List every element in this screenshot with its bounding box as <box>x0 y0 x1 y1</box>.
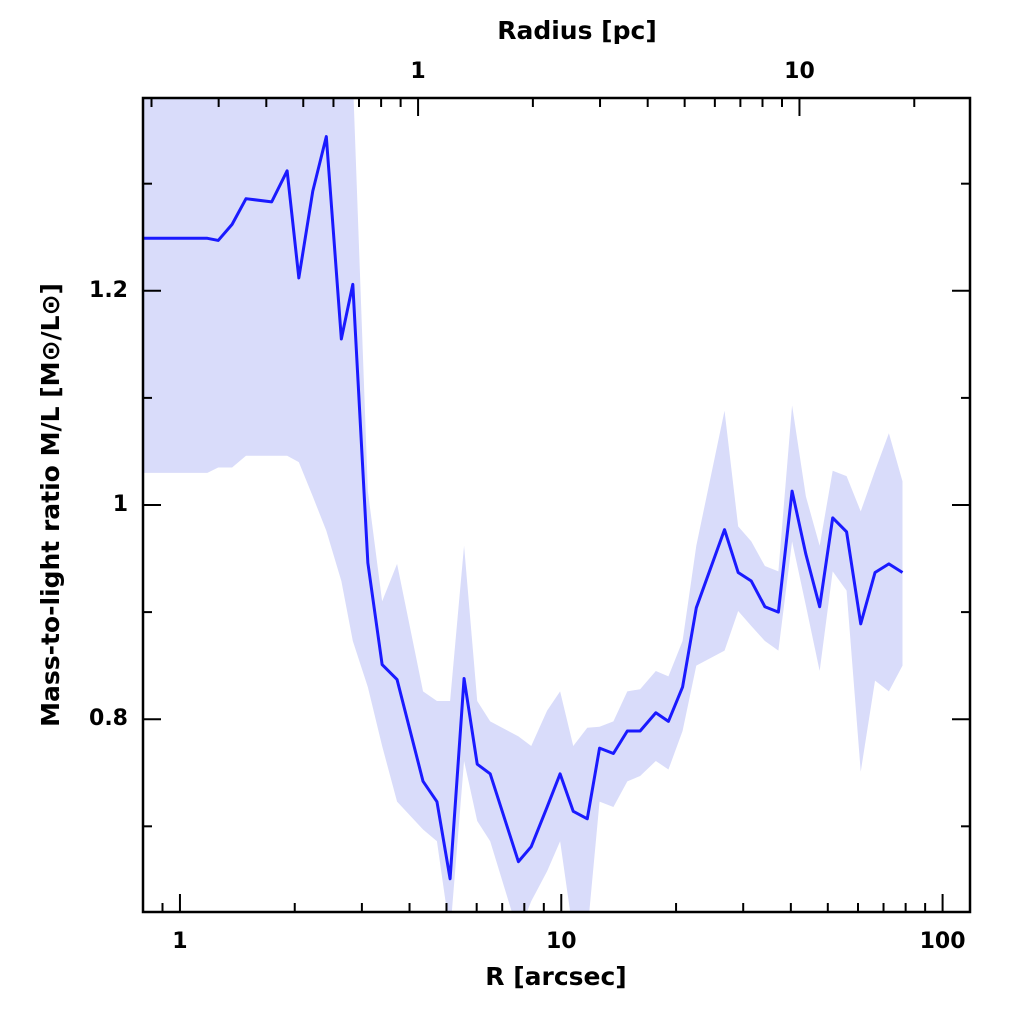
y-tick-label: 1.2 <box>89 278 128 303</box>
y-tick-label: 1 <box>113 492 128 517</box>
top-axis-title: Radius [pc] <box>497 16 657 45</box>
y-axis-title: Mass-to-light ratio M/L [M⊙/L⊙] <box>36 283 65 727</box>
x-tick-label: 1 <box>172 929 187 954</box>
error-band <box>143 98 903 912</box>
plot-area <box>143 98 904 912</box>
y-tick-label: 0.8 <box>89 706 128 731</box>
line <box>143 135 904 881</box>
top-tick-label: 1 <box>410 59 425 84</box>
x-axis-title: R [arcsec] <box>485 962 626 991</box>
x-tick-label: 10 <box>546 929 577 954</box>
x-tick-label: 100 <box>920 929 966 954</box>
top-tick-label: 10 <box>784 59 815 84</box>
